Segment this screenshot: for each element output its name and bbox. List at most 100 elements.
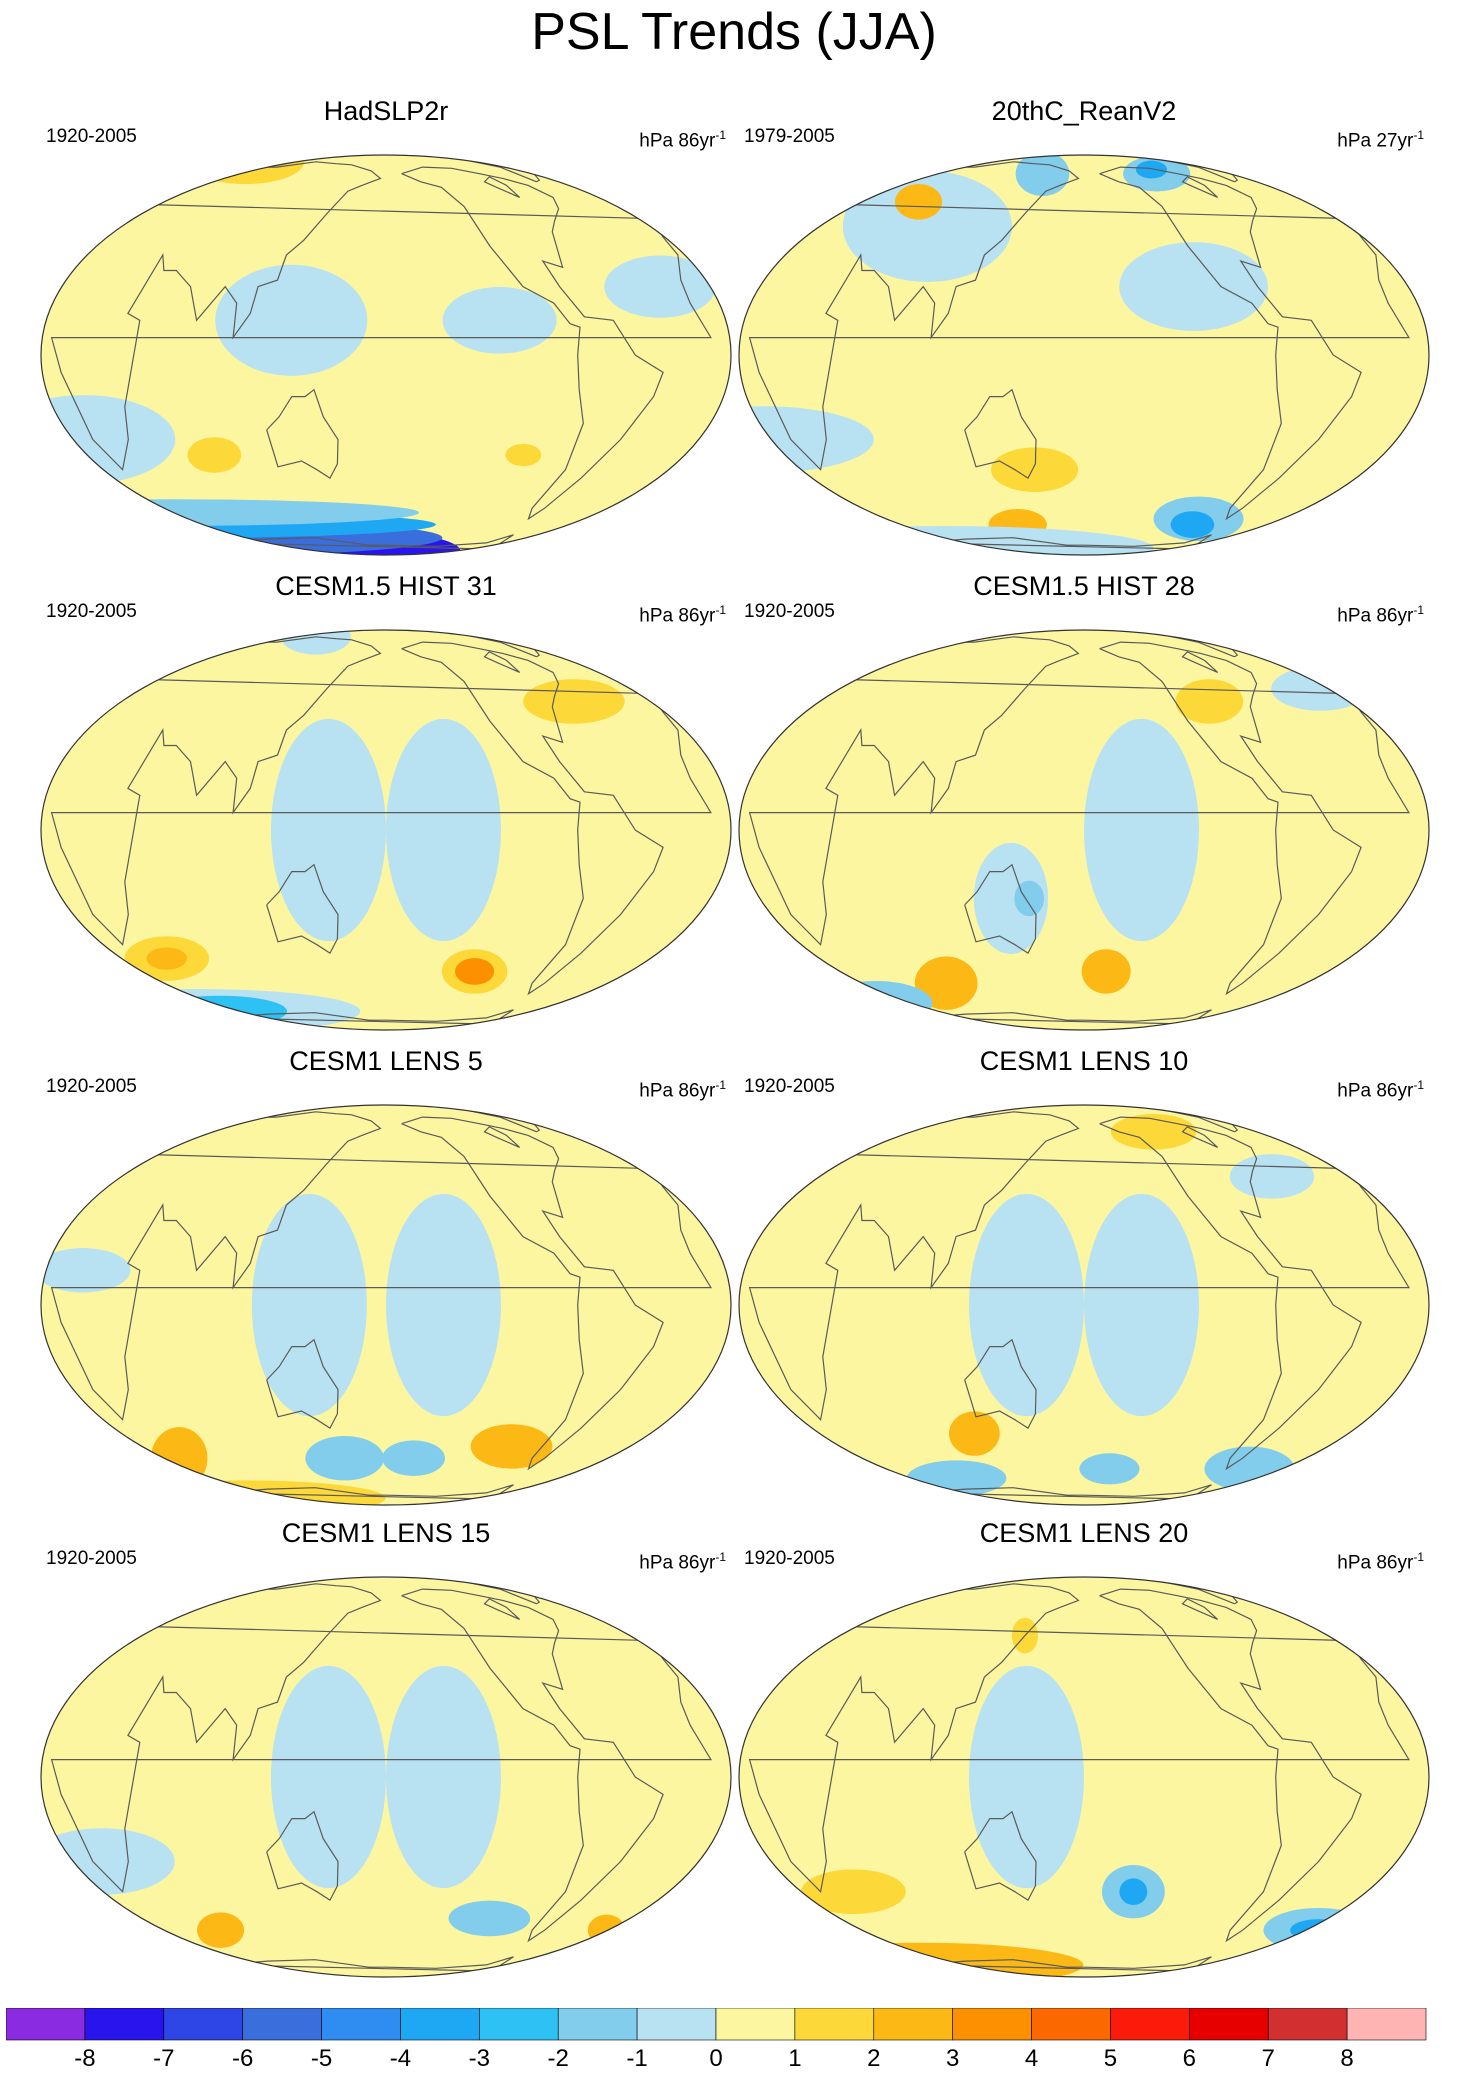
colorbar-tick-label: 0	[709, 2045, 723, 2072]
map-plot	[40, 1104, 732, 1506]
trend-contour-region	[1229, 1154, 1315, 1199]
panel-period: 1920-2005	[46, 1076, 137, 1097]
units-base: hPa 86yr	[639, 1080, 716, 1102]
units-base: hPa 86yr	[639, 1552, 716, 1574]
coastline	[964, 1338, 1037, 1429]
trend-contour-region	[969, 1665, 1084, 1889]
coastline	[1181, 1598, 1219, 1620]
map-panel: CESM1 LENS 5 1920-2005 hPa 86yr-1	[36, 1045, 736, 1515]
coastline	[919, 1484, 1212, 1500]
coastline	[919, 1956, 1212, 1972]
units-base: hPa 27yr	[1337, 130, 1414, 152]
map-background-fill	[41, 155, 731, 555]
colorbar-segment	[479, 2008, 559, 2041]
trend-contour-region	[187, 437, 242, 473]
trend-contour-region	[386, 1665, 501, 1889]
trend-contour-region	[1135, 160, 1167, 179]
colorbar-tick-label: -3	[468, 2045, 490, 2072]
map-panel: CESM1 LENS 10 1920-2005 hPa 86yr-1	[734, 1045, 1434, 1515]
map-plot	[738, 154, 1430, 556]
trend-contour-region	[152, 995, 288, 1027]
coastline	[50, 161, 712, 471]
colorbar-segment	[84, 2008, 165, 2041]
trend-contour-region	[969, 1193, 1084, 1417]
panel-title: CESM1 LENS 15	[281, 1518, 491, 1548]
units-exponent: -1	[1413, 603, 1424, 617]
colorbar-segment	[1031, 2008, 1111, 2041]
units-exponent: -1	[715, 128, 726, 142]
panel-period: 1920-2005	[744, 601, 835, 622]
trend-contour-region	[197, 1912, 245, 1948]
trend-contour-region	[442, 286, 557, 354]
map-panel: CESM1.5 HIST 28 1920-2005 hPa 86yr-1	[734, 570, 1434, 1040]
colorbar-tick-label: -1	[626, 2045, 648, 2072]
colorbar-segment	[873, 2008, 953, 2041]
colorbar-segment	[6, 2008, 86, 2041]
coastline	[1181, 1126, 1219, 1148]
trend-contour-region	[1081, 949, 1131, 994]
panel-title: CESM1 LENS 20	[979, 1518, 1189, 1548]
colorbar-segment	[557, 2008, 638, 2041]
trend-contour-region	[523, 679, 625, 724]
panel-title: CESM1.5 HIST 31	[275, 571, 497, 601]
map-plot	[738, 629, 1430, 1031]
units-exponent: -1	[715, 603, 726, 617]
panel-period: 1920-2005	[744, 1076, 835, 1097]
trend-contour-region	[382, 1440, 445, 1476]
panel-units: hPa 86yr-1	[639, 123, 726, 153]
colorbar-tick-label: 6	[1182, 2045, 1196, 2072]
coastline	[221, 1009, 514, 1025]
coastline	[483, 651, 521, 673]
units-exponent: -1	[715, 1550, 726, 1564]
map-panel: CESM1 LENS 15 1920-2005 hPa 86yr-1	[36, 1517, 736, 1987]
panel-units: hPa 86yr-1	[639, 1545, 726, 1575]
trend-contour-region	[1084, 718, 1199, 942]
colorbar-segment	[1189, 2008, 1269, 2041]
map-background-fill	[739, 1105, 1429, 1505]
trend-contour-region	[1015, 155, 1070, 196]
coastline	[266, 1338, 339, 1429]
coastline	[1099, 1116, 1362, 1471]
panel-title: CESM1.5 HIST 28	[973, 571, 1195, 601]
trend-contour-region	[973, 842, 1049, 954]
trend-contour-region	[271, 718, 386, 942]
trend-contour-region	[1170, 511, 1215, 538]
colorbar-tick-label: -7	[153, 2045, 175, 2072]
trend-contour-region	[604, 255, 716, 318]
panel-period: 1920-2005	[46, 126, 137, 147]
trend-contour-region	[150, 1427, 208, 1490]
coastline	[748, 636, 1410, 946]
units-base: hPa 86yr	[1337, 1080, 1414, 1102]
trend-contour-region	[756, 1942, 1084, 1977]
trend-contour-region	[1084, 1193, 1199, 1417]
map-outline	[738, 1576, 1430, 1978]
map-panel: 20thC_ReanV2 1979-2005 hPa 27yr-1	[734, 95, 1434, 565]
map-plot	[40, 629, 732, 1031]
units-base: hPa 86yr	[1337, 1552, 1414, 1574]
colorbar-segment	[636, 2008, 717, 2041]
coastline	[266, 863, 339, 954]
trend-contour-region	[818, 980, 933, 1026]
panel-title: CESM1 LENS 5	[289, 1046, 483, 1076]
trend-contour-region	[470, 1424, 553, 1469]
trend-contour-region	[948, 1411, 1000, 1456]
colorbar-segment	[715, 2008, 796, 2041]
map-panel: CESM1 LENS 20 1920-2005 hPa 86yr-1	[734, 1517, 1434, 1987]
panel-title: HadSLP2r	[323, 96, 449, 126]
colorbar-segment	[1346, 2008, 1427, 2041]
trend-contour-region	[251, 1193, 367, 1417]
panel-period: 1920-2005	[46, 601, 137, 622]
trend-contour-region	[1119, 242, 1269, 332]
colorbar-segment	[1110, 2008, 1190, 2041]
colorbar-tick-label: -4	[389, 2045, 412, 2072]
trend-contour-region	[41, 989, 361, 1030]
trend-contour-region	[386, 718, 501, 942]
trend-contour-region	[1119, 1878, 1148, 1906]
colorbar-tick-label: 5	[1103, 2045, 1118, 2072]
units-exponent: -1	[1413, 1550, 1424, 1564]
coastline	[50, 636, 712, 946]
coastline	[266, 388, 339, 479]
trend-contour-region	[895, 184, 943, 220]
panel-period: 1920-2005	[744, 1548, 835, 1569]
colorbar-segment	[952, 2008, 1032, 2041]
